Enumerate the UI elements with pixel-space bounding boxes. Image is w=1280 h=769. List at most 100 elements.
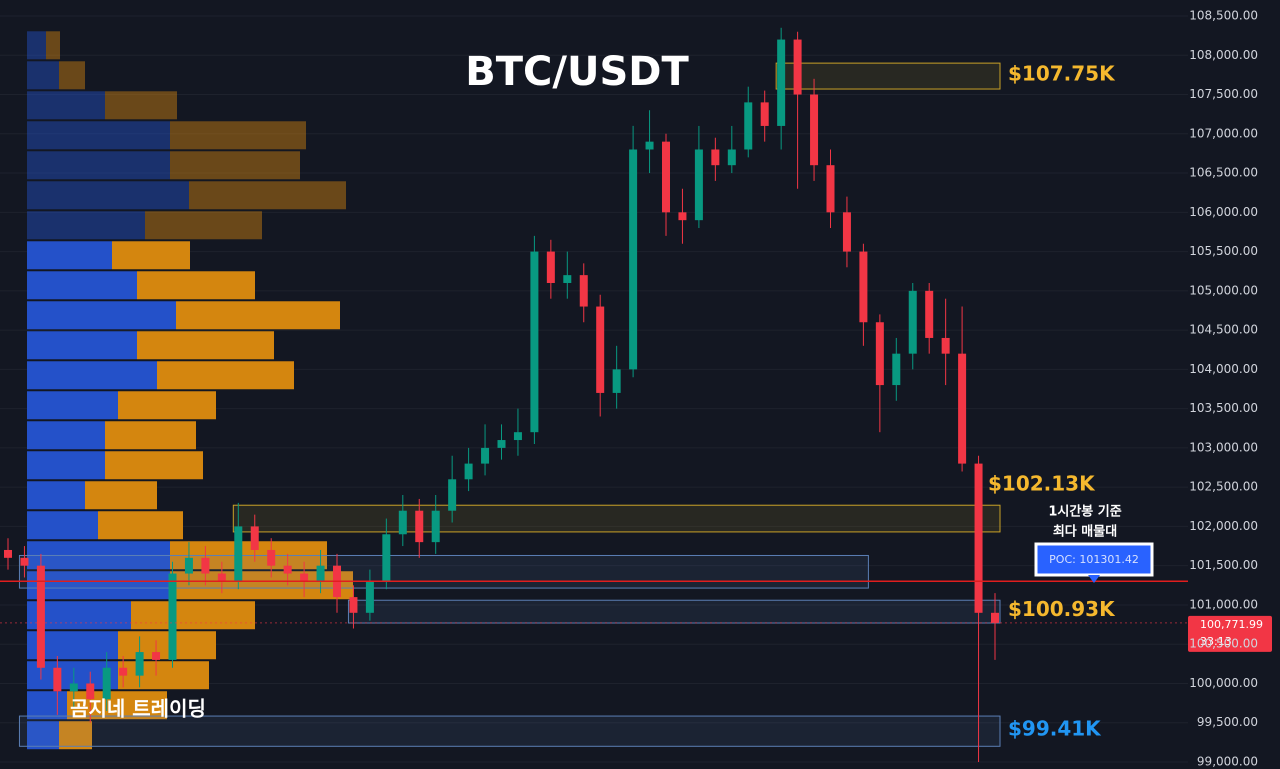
candle-body [283, 565, 292, 574]
candle-body [777, 39, 786, 126]
candle-body [102, 667, 111, 700]
y-tick-label: 102,000.00 [1189, 519, 1258, 533]
candle-body [760, 102, 769, 126]
y-tick-label: 107,500.00 [1189, 87, 1258, 101]
candle-body [316, 565, 325, 582]
last-price-box [1188, 615, 1272, 652]
profile-sell [112, 241, 190, 270]
candle-body [662, 141, 670, 213]
candle-body [250, 526, 259, 550]
candle-body [349, 597, 358, 613]
candle-body [530, 251, 539, 433]
candle-body [925, 290, 934, 338]
zone [18, 715, 1001, 747]
candle-body [991, 612, 999, 623]
profile-sell [46, 31, 60, 60]
y-tick-label: 104,500.00 [1189, 323, 1258, 337]
candle-body [53, 667, 62, 692]
candle-body [497, 440, 506, 448]
profile-buy [27, 511, 98, 540]
y-tick-label: 101,000.00 [1189, 597, 1258, 611]
zone [232, 504, 1001, 533]
candle-body [678, 212, 687, 221]
y-tick-label: 103,500.00 [1189, 401, 1258, 415]
overlays: POC: 101301.42 100,771.99 33:13 [0, 542, 1272, 652]
profile-buy [27, 241, 112, 270]
countdown: 33:13 [1200, 635, 1232, 648]
profile-buy [27, 361, 157, 390]
zone [18, 554, 869, 589]
y-tick-label: 108,500.00 [1189, 9, 1258, 23]
profile-buy [27, 721, 59, 750]
profile-buy [27, 571, 170, 600]
profile-sell [118, 391, 216, 420]
profile-buy [27, 271, 137, 300]
profile-buy [27, 391, 118, 420]
profile-sell [105, 451, 203, 480]
candle-body [941, 337, 950, 354]
candle-body [645, 141, 654, 150]
profile-sell [59, 721, 92, 750]
profile-buy [27, 331, 137, 360]
profile-buy [27, 91, 105, 120]
candle-body [810, 94, 819, 166]
profile-buy [27, 151, 170, 180]
candle-body [69, 683, 78, 692]
profile-sell [170, 151, 300, 180]
y-tick-label: 105,000.00 [1189, 283, 1258, 297]
candle-body [744, 102, 753, 150]
profile-sell [189, 181, 346, 210]
candle-body [958, 353, 967, 464]
candle-body [398, 510, 407, 535]
candle-body [481, 447, 490, 464]
candle-body [234, 526, 243, 582]
candle-body [267, 549, 276, 566]
profile-buy [27, 451, 105, 480]
candle-body [36, 565, 45, 668]
poc-label-box [1034, 542, 1154, 577]
candle-body [826, 165, 835, 213]
candle-body [431, 510, 440, 543]
candle-body [20, 557, 29, 566]
candle-body [152, 652, 161, 660]
candle-body [793, 39, 802, 95]
poc-pointer [1088, 575, 1100, 583]
zone-label: $102.13K [988, 472, 1096, 496]
candle-body [563, 275, 572, 283]
profile-buy [27, 211, 145, 240]
candle-body [711, 149, 720, 166]
y-tick-label: 106,500.00 [1189, 166, 1258, 180]
zone-label: $99.41K [1008, 716, 1102, 740]
candle-body [382, 534, 391, 582]
profile-buy [27, 481, 85, 510]
y-tick-label: 108,000.00 [1189, 48, 1258, 62]
chart-title: BTC/USDT [465, 49, 689, 95]
candle-body [4, 549, 12, 558]
candle-body [546, 251, 555, 283]
zone [347, 599, 1001, 624]
candle-body [365, 581, 374, 613]
profile-buy [27, 301, 176, 330]
profile-buy [27, 121, 170, 150]
candle-body [217, 573, 226, 582]
annotation: 최다 매물대 [1053, 524, 1117, 540]
y-tick-label: 99,000.00 [1197, 755, 1258, 769]
candle-body [201, 557, 210, 574]
profile-buy [27, 421, 105, 450]
candle-body [892, 353, 901, 386]
profile-sell [145, 211, 262, 240]
candle-body [184, 557, 193, 574]
candle-body [612, 369, 621, 393]
y-tick-label: 107,000.00 [1189, 126, 1258, 140]
profile-sell [67, 691, 167, 720]
y-tick-label: 100,500.00 [1189, 637, 1258, 651]
candle-body [859, 251, 868, 323]
profile-sell [176, 301, 340, 330]
candle-body [596, 306, 605, 393]
profile-sell [118, 631, 216, 660]
profile-sell [105, 91, 177, 120]
profile-buy [27, 31, 46, 60]
profile-sell [137, 271, 255, 300]
